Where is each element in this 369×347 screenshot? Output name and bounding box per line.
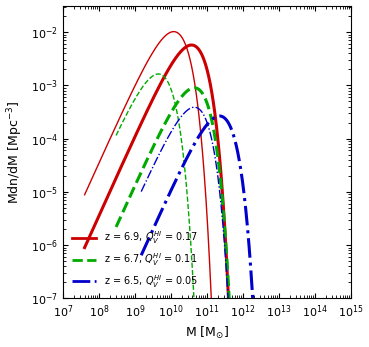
X-axis label: M [M$_{\odot}$]: M [M$_{\odot}$] xyxy=(185,325,229,341)
Legend: z = 6.9, $Q_V^{HI}$ = 0.17, z = 6.7, $Q_V^{HI}$ = 0.11, z = 6.5, $Q_V^{HI}$ = 0.: z = 6.9, $Q_V^{HI}$ = 0.17, z = 6.7, $Q_… xyxy=(68,226,202,294)
Y-axis label: Mdn/dM [Mpc$^{-3}$]: Mdn/dM [Mpc$^{-3}$] xyxy=(6,100,25,204)
